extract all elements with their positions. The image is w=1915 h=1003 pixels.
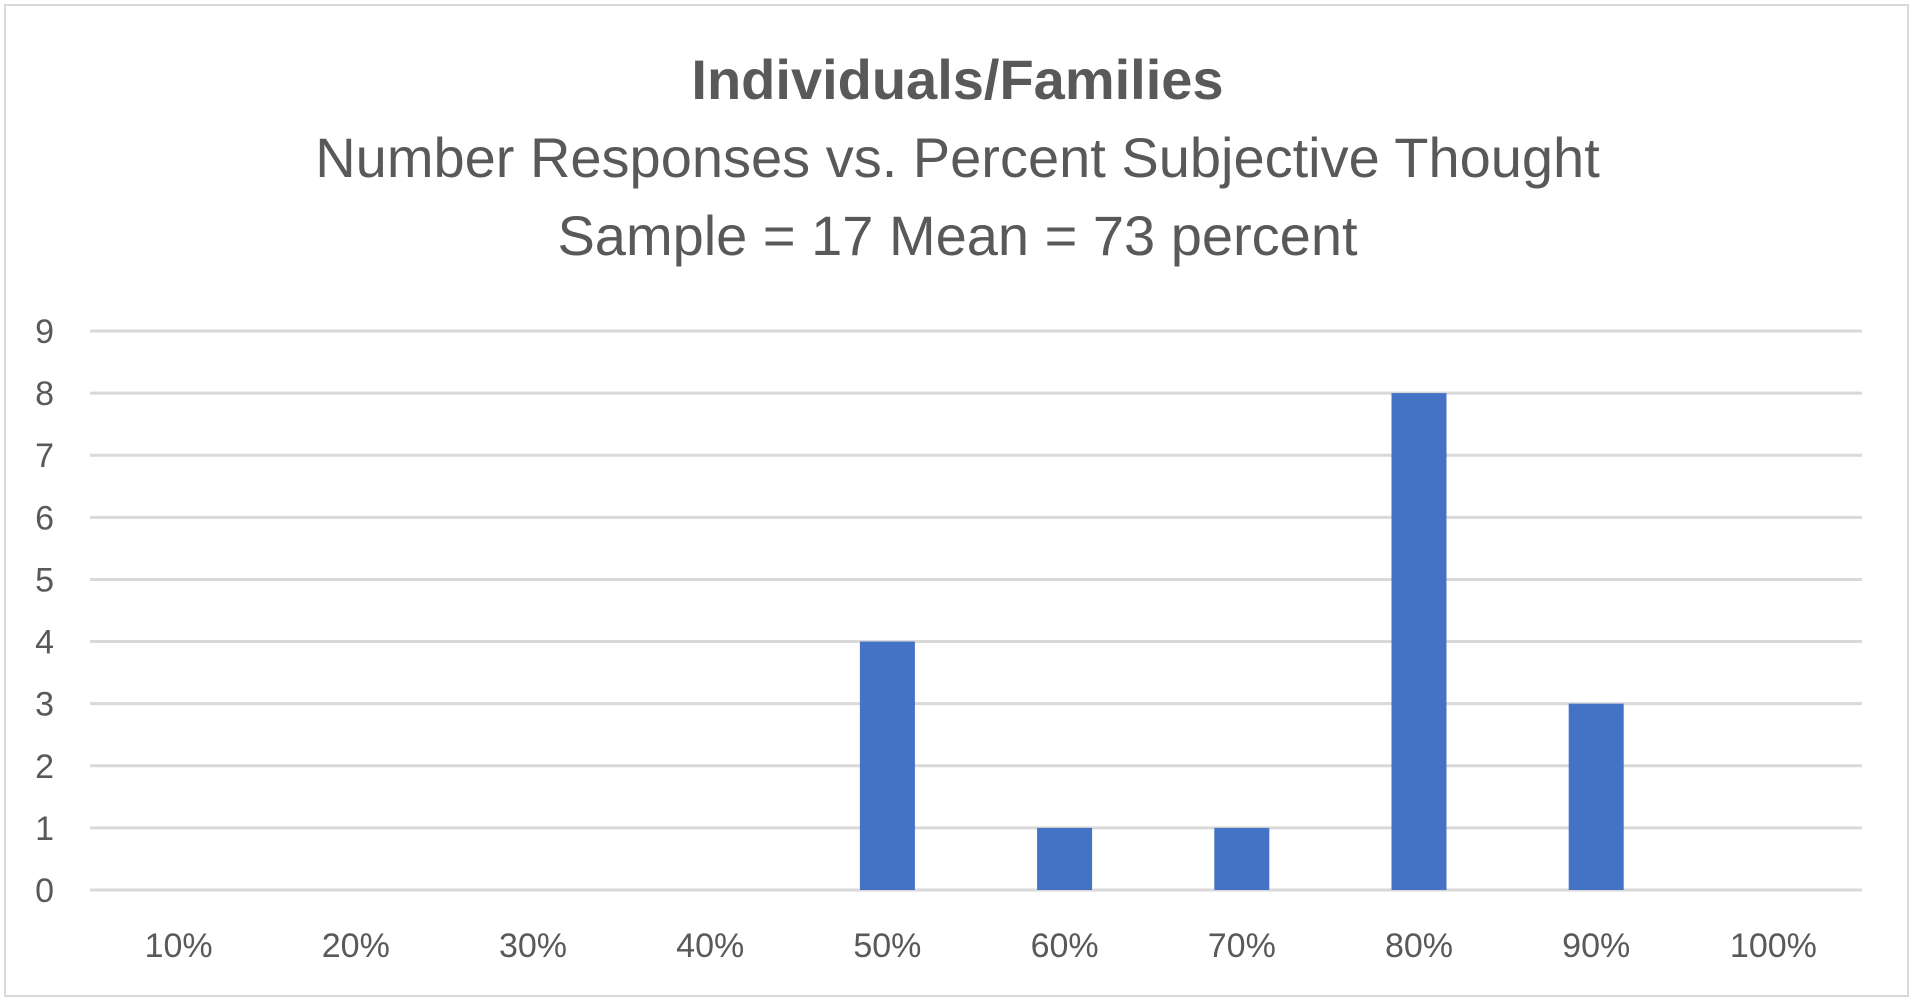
x-tick-label: 50% [853,927,921,965]
y-tick-label: 8 [35,375,54,413]
x-tick-label: 30% [499,927,567,965]
y-tick-label: 4 [35,624,54,662]
y-tick-label: 2 [35,748,54,786]
bar-90pct [1568,703,1624,890]
y-tick-label: 1 [35,810,54,848]
x-tick-label: 100% [1730,927,1817,965]
bar-60pct [1037,827,1093,890]
x-tick-label: 40% [676,927,744,965]
chart-subtitle-line-2: Sample = 17 Mean = 73 percent [557,204,1358,267]
x-tick-label: 60% [1031,927,1099,965]
y-tick-label: 0 [35,872,54,910]
x-tick-label: 20% [322,927,390,965]
bars [859,393,1624,890]
x-axis-tick-labels: 10% 20% 30% 40% 50% 60% 70% 80% 90% 100% [145,927,1817,965]
x-tick-label: 80% [1385,927,1453,965]
x-tick-label: 90% [1562,927,1630,965]
chart-subtitle-line-1: Number Responses vs. Percent Subjective … [315,126,1600,189]
y-tick-label: 7 [35,437,54,475]
y-tick-label: 5 [35,561,54,599]
bar-80pct [1391,393,1447,890]
y-tick-label: 6 [35,499,54,537]
x-tick-label: 10% [145,927,213,965]
x-tick-label: 70% [1208,927,1276,965]
y-tick-label: 3 [35,686,54,724]
gridlines [90,329,1862,892]
y-axis-tick-labels: 0 1 2 3 4 5 6 7 8 9 [35,313,54,910]
y-tick-label: 9 [35,313,54,351]
chart-title: Individuals/Families [691,48,1224,111]
bar-70pct [1214,827,1270,890]
bar-50pct [859,641,915,890]
